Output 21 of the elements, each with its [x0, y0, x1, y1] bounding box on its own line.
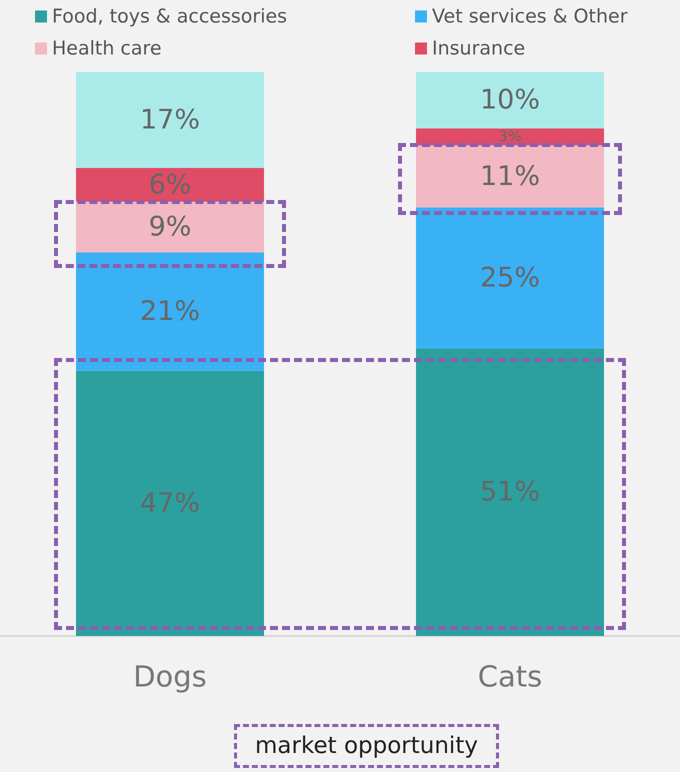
legend-label: Insurance — [432, 38, 526, 60]
data-label: 11% — [480, 160, 540, 192]
bar — [76, 370, 264, 636]
data-label: 10% — [480, 84, 540, 116]
data-label: 6% — [148, 169, 192, 200]
data-label: 9% — [148, 212, 192, 243]
legend-label: Health care — [52, 38, 162, 60]
bar — [76, 72, 264, 168]
data-label: 51% — [480, 476, 540, 508]
data-label: 3% — [498, 128, 522, 145]
legend-label: Food, toys & accessories — [52, 6, 288, 28]
data-label: 25% — [480, 262, 540, 294]
bar — [416, 348, 604, 636]
text: market opportunity — [234, 724, 499, 768]
legend-label: Vet services & Other — [432, 6, 628, 28]
x-tick-label: Dogs — [133, 660, 207, 694]
data-label: 17% — [140, 104, 200, 136]
x-tick-label: Cats — [478, 660, 542, 694]
data-label: 21% — [140, 296, 200, 328]
bar — [416, 72, 604, 128]
data-label: 47% — [140, 488, 200, 519]
